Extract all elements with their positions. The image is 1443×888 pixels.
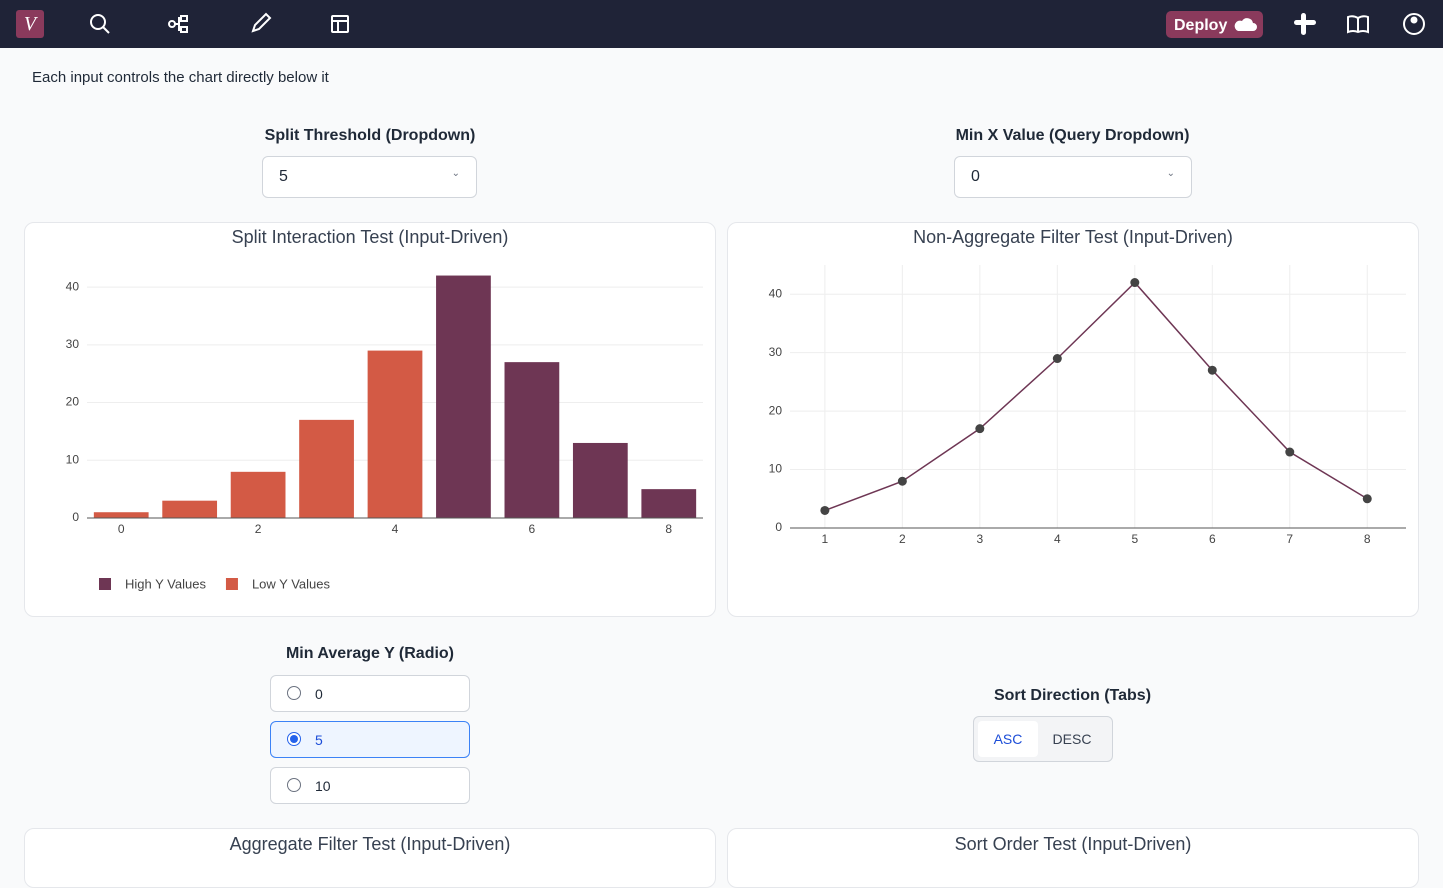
y-tick-label: 10 — [769, 462, 783, 476]
logo[interactable] — [16, 10, 44, 38]
y-tick-label: 0 — [72, 510, 79, 524]
tab-group: ASC DESC — [973, 716, 1113, 762]
y-tick-label: 10 — [66, 452, 80, 466]
y-tick-label: 40 — [769, 286, 783, 300]
x-tick-label: 2 — [899, 532, 906, 546]
marker — [1285, 447, 1295, 457]
line — [824, 281, 1368, 512]
tab[interactable]: ASC — [978, 721, 1038, 757]
radio-circle — [287, 732, 301, 746]
chart: Split Interaction Test (Input-Driven) 0 10… — [66, 227, 703, 591]
legend-label: Low Y Values — [252, 576, 331, 591]
chart-panel: Aggregate Filter Test (Input-Driven) — [24, 828, 716, 888]
chart: Non-Aggregate Filter Test (Input-Driven)… — [769, 227, 1406, 546]
x-tick-label: 8 — [665, 522, 672, 536]
chart-title: Aggregate Filter Test (Input-Driven) — [229, 834, 511, 854]
chevron: ⌄ — [1166, 168, 1175, 179]
dropdown[interactable]: 5 ⌄ — [262, 156, 477, 198]
x-tick-label: 1 — [822, 532, 829, 546]
slack-icon[interactable] — [1294, 13, 1316, 35]
x-tick-label: 6 — [529, 522, 536, 536]
bar — [436, 275, 491, 518]
radio-circle — [287, 686, 301, 700]
x-tick-label: 4 — [1054, 532, 1061, 546]
bar — [572, 442, 628, 518]
chart-panel: Split Interaction Test (Input-Driven) 0 10… — [24, 222, 716, 617]
marker — [1130, 278, 1140, 288]
bar — [641, 489, 697, 518]
radio-label: 5 — [315, 732, 323, 748]
navbar: V Deploy — [0, 0, 1443, 48]
bar — [504, 362, 560, 518]
y-tick-label: 20 — [769, 403, 783, 417]
x-tick-label: 5 — [1131, 532, 1138, 546]
y-tick-label: 30 — [769, 345, 783, 359]
legend-swatch — [225, 578, 238, 590]
marker — [820, 505, 830, 515]
input-label: Split Threshold (Dropdown) — [264, 127, 476, 144]
x-tick-label: 2 — [255, 522, 262, 536]
bar — [162, 500, 218, 518]
radio-option[interactable]: 5 — [270, 721, 470, 758]
x-tick-label: 3 — [976, 532, 983, 546]
nav-tools[interactable] — [90, 12, 1425, 35]
chart-title: Sort Order Test (Input-Driven) — [954, 834, 1192, 854]
chart-panel: Non-Aggregate Filter Test (Input-Driven)… — [727, 222, 1419, 617]
logo-mark: V — [24, 13, 39, 35]
x-tick-label: 4 — [392, 522, 399, 536]
legend-label: High Y Values — [125, 576, 206, 591]
y-tick-label: 20 — [66, 395, 80, 409]
radio-label: 0 — [315, 686, 323, 702]
bar — [299, 419, 354, 518]
intro-text: Each input controls the chart directly b… — [32, 69, 329, 86]
dropdown-value: 5 — [279, 168, 288, 185]
marker — [975, 424, 985, 434]
deploy-label: Deploy — [1174, 17, 1227, 34]
y-tick-label: 40 — [66, 279, 80, 293]
dropdown-value: 0 — [971, 168, 980, 185]
bar — [93, 512, 149, 518]
x-tick-label: 8 — [1364, 532, 1371, 546]
radio-label: 10 — [315, 778, 331, 794]
deploy-button[interactable] — [1166, 11, 1263, 38]
x-tick-label: 7 — [1286, 532, 1293, 546]
chart-title: Split Interaction Test (Input-Driven) — [232, 227, 509, 247]
chevron: ⌄ — [451, 168, 460, 179]
bar — [230, 471, 286, 518]
input-label: Min X Value (Query Dropdown) — [955, 127, 1190, 144]
radio-option[interactable]: 10 — [270, 767, 470, 804]
tab[interactable]: DESC — [1052, 731, 1092, 747]
y-tick-label: 30 — [66, 337, 80, 351]
marker — [1207, 365, 1217, 375]
chart-title: Non-Aggregate Filter Test (Input-Driven) — [913, 227, 1233, 247]
radio-dot — [290, 735, 298, 743]
dropdown[interactable]: 0 ⌄ — [954, 156, 1192, 198]
chart-panel: Sort Order Test (Input-Driven) — [727, 828, 1419, 888]
radio-circle — [287, 778, 301, 792]
radio-option[interactable]: 0 — [270, 675, 470, 712]
legend-swatch — [99, 578, 111, 590]
x-tick-label: 6 — [1209, 532, 1216, 546]
x-tick-label: 0 — [118, 522, 125, 536]
account-icon[interactable] — [1410, 16, 1418, 24]
y-tick-label: 0 — [775, 520, 782, 534]
marker — [1362, 494, 1372, 504]
input-label: Min Average Y (Radio) — [285, 645, 455, 662]
marker — [1052, 354, 1062, 364]
cloud-icon — [1234, 18, 1257, 31]
nav-icons: V Deploy — [16, 10, 1425, 38]
marker — [897, 476, 907, 486]
bar — [367, 350, 423, 518]
input-label: Sort Direction (Tabs) — [993, 687, 1152, 704]
